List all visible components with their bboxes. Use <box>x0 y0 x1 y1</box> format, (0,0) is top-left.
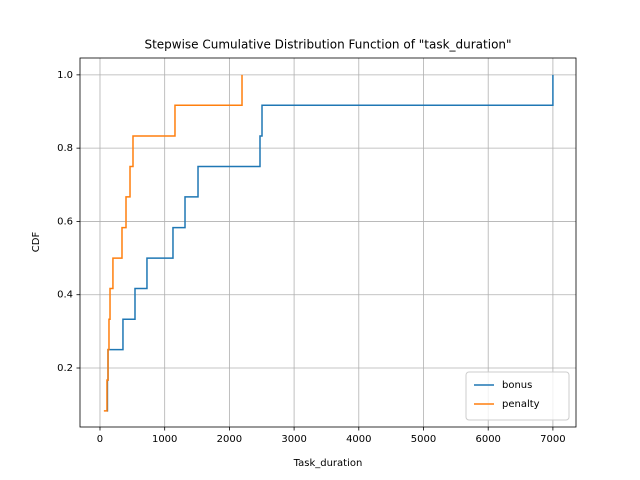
y-tick-label: 0.4 <box>57 290 73 301</box>
y-tick-label: 1.0 <box>57 70 73 81</box>
y-axis-label: CDF <box>31 232 42 253</box>
x-tick-label: 1000 <box>152 434 177 445</box>
legend-label: penalty <box>502 399 540 410</box>
legend-label: bonus <box>502 380 532 391</box>
legend-box <box>465 371 570 421</box>
y-tick-label: 0.6 <box>57 216 73 227</box>
y-tick-label: 0.8 <box>57 143 73 154</box>
chart-title: Stepwise Cumulative Distribution Functio… <box>144 38 511 52</box>
x-tick-label: 5000 <box>411 434 436 445</box>
x-tick-label: 2000 <box>217 434 242 445</box>
x-axis-label: Task_duration <box>293 458 363 469</box>
x-tick-label: 6000 <box>475 434 500 445</box>
x-tick-label: 7000 <box>540 434 565 445</box>
step-line <box>103 74 243 412</box>
x-tick-label: 0 <box>97 434 103 445</box>
x-tick-label: 4000 <box>346 434 371 445</box>
x-tick-label: 3000 <box>281 434 306 445</box>
axes-frame <box>79 57 577 428</box>
y-tick-label: 0.2 <box>57 363 73 374</box>
